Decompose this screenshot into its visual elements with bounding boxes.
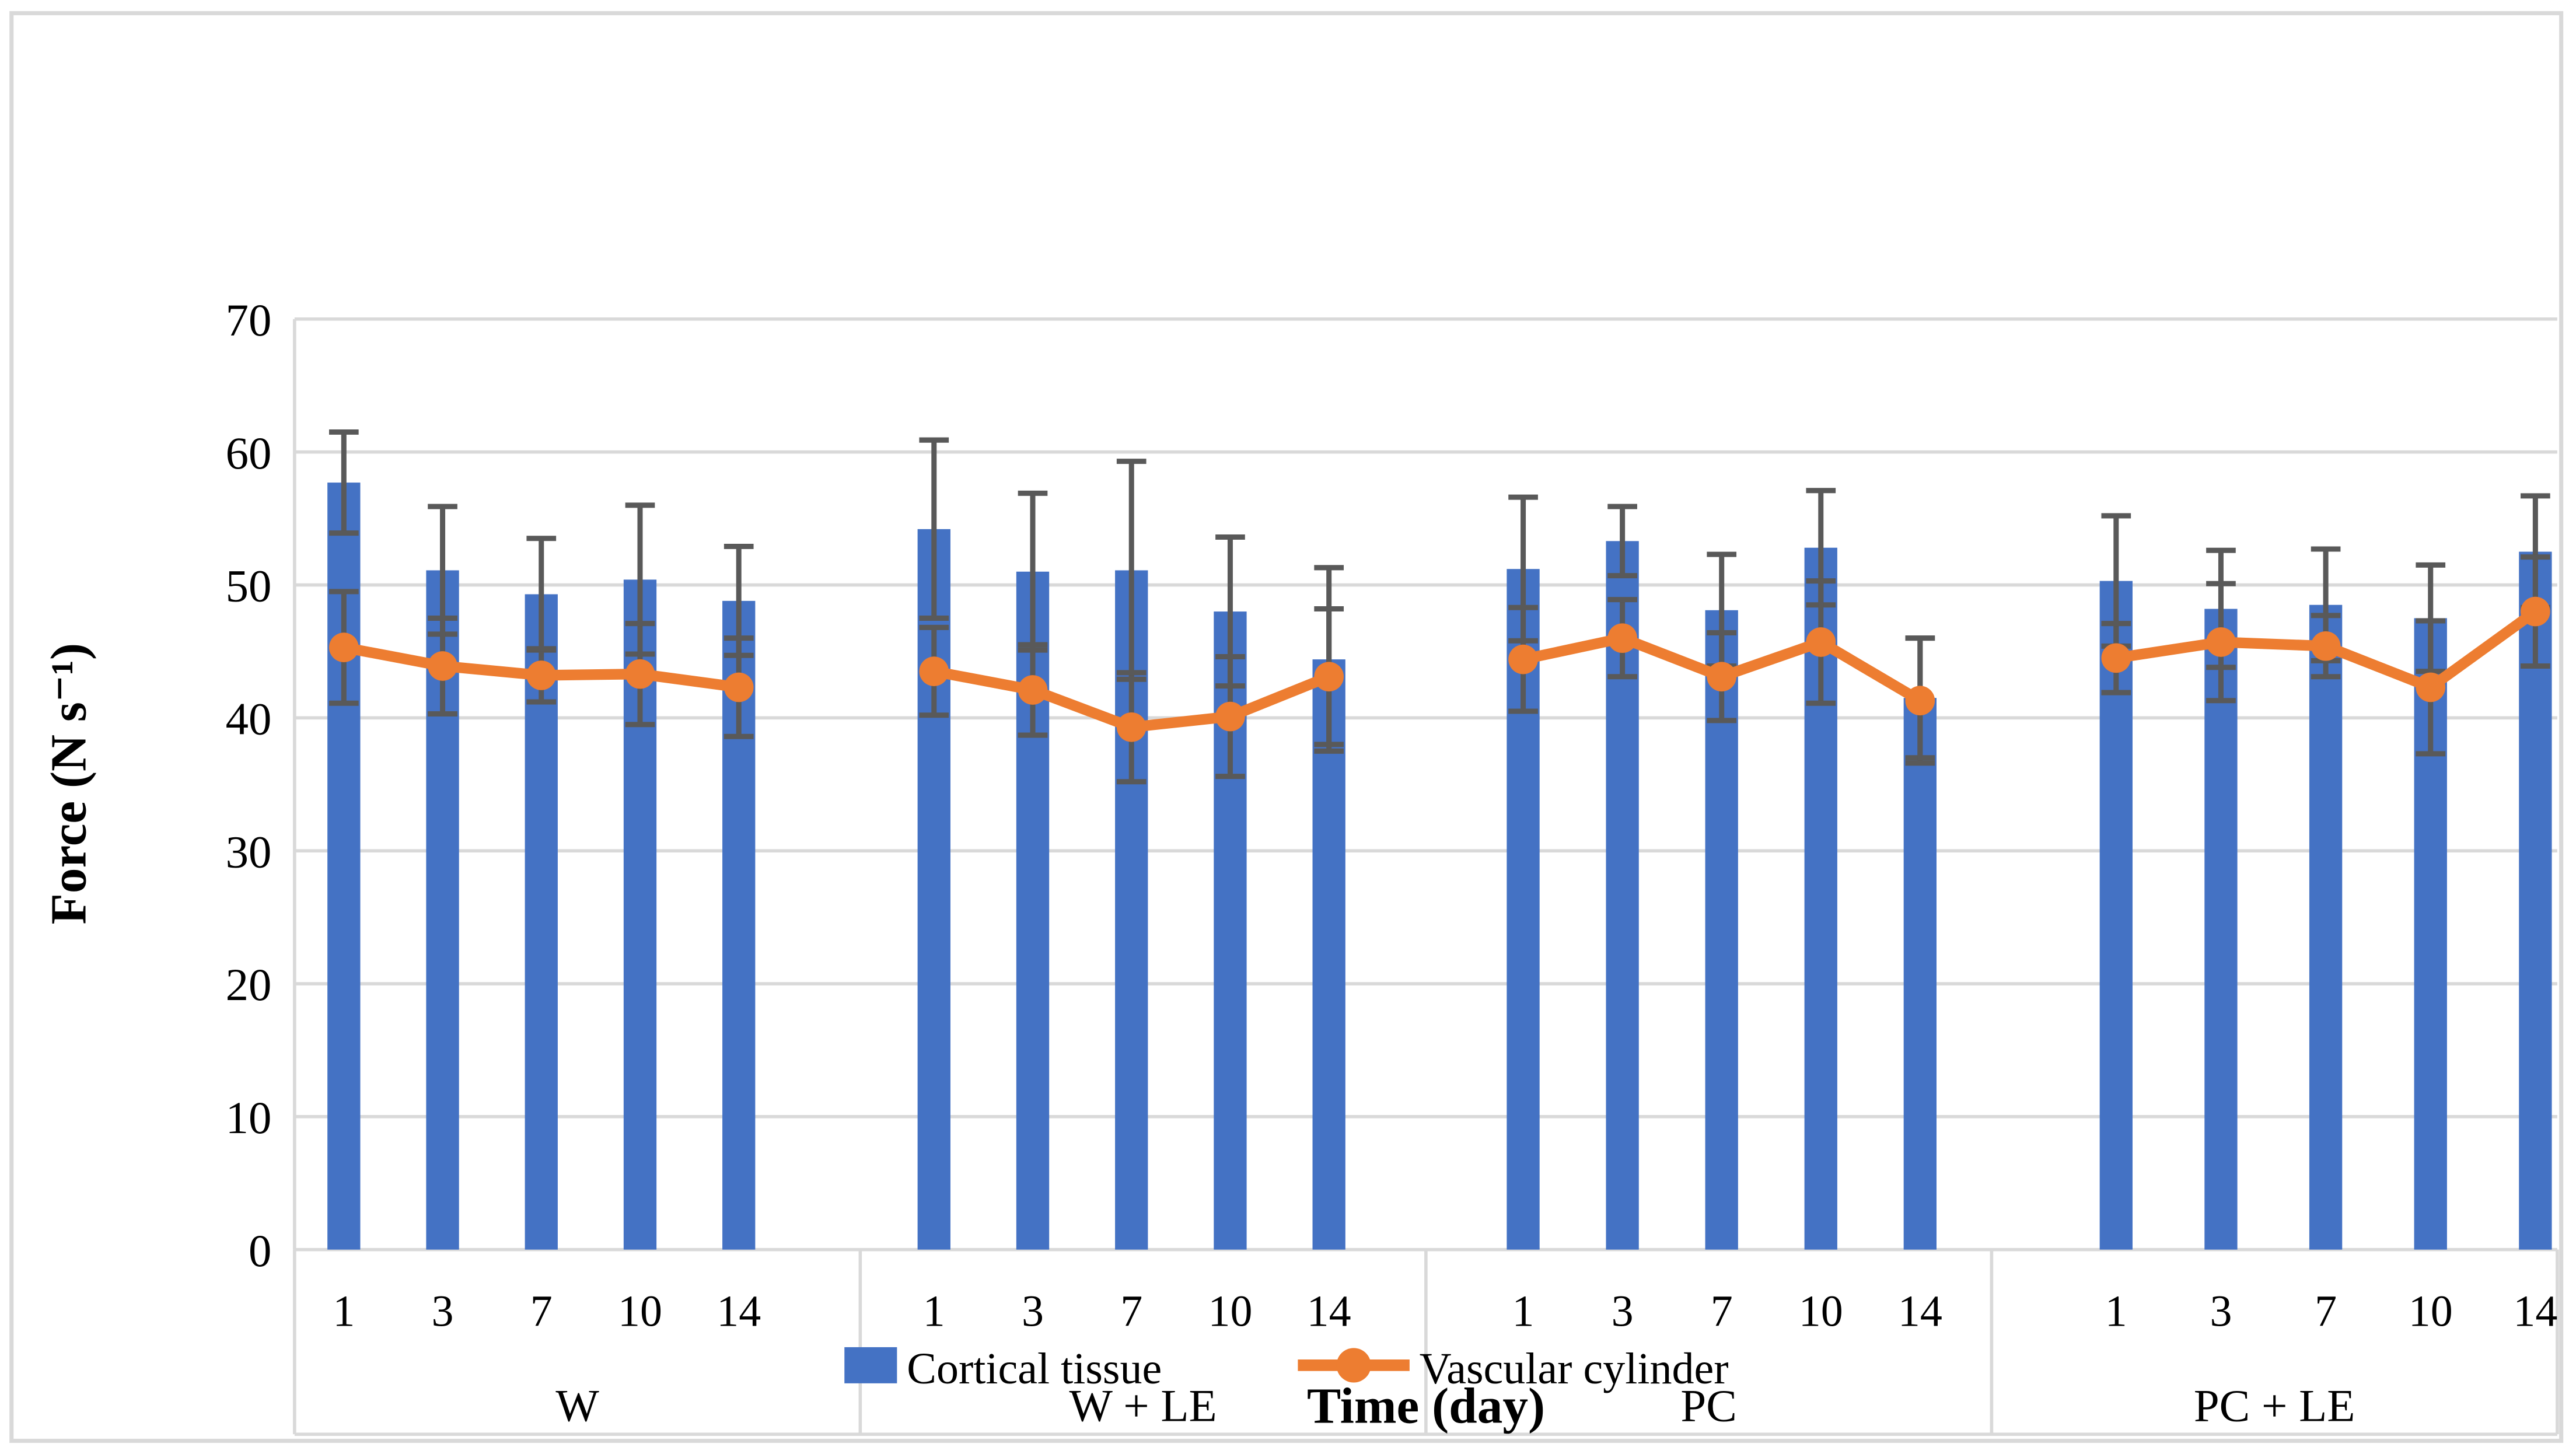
day-tick-label: 7	[2315, 1287, 2337, 1336]
y-tick-label: 40	[226, 694, 272, 745]
data-point-marker	[2416, 672, 2446, 702]
day-tick-label: 1	[333, 1287, 355, 1336]
figure-border	[9, 11, 2564, 1443]
data-point-marker	[1508, 644, 1538, 674]
day-tick-label: 3	[432, 1287, 454, 1336]
legend-marker-dot-icon	[1336, 1348, 1371, 1383]
group-label: W + LE	[1069, 1381, 1217, 1432]
legend-bar-swatch-icon	[844, 1347, 897, 1383]
y-tick-label: 10	[226, 1093, 272, 1144]
day-tick-label: 10	[2409, 1287, 2453, 1336]
bar	[1312, 659, 1345, 1250]
data-point-marker	[526, 660, 557, 690]
day-tick-label: 14	[1898, 1287, 1942, 1336]
data-point-marker	[1215, 701, 1245, 732]
day-tick-label: 1	[923, 1287, 945, 1336]
y-axis-title: Force (N s⁻¹)	[40, 643, 96, 925]
data-point-marker	[625, 659, 655, 689]
day-tick-label: 14	[2513, 1287, 2557, 1336]
day-tick-label: 3	[1612, 1287, 1634, 1336]
y-tick-label: 70	[226, 295, 272, 346]
data-point-marker	[1905, 686, 1935, 716]
y-tick-label: 60	[226, 428, 272, 479]
group-label: PC	[1680, 1381, 1736, 1432]
y-tick-label: 20	[226, 960, 272, 1011]
day-tick-label: 7	[1711, 1287, 1733, 1336]
data-point-marker	[1314, 662, 1344, 692]
data-point-marker	[1116, 712, 1147, 742]
day-tick-label: 7	[530, 1287, 553, 1336]
data-point-marker	[919, 656, 949, 686]
y-tick-label: 30	[226, 827, 272, 878]
y-tick-label: 0	[249, 1226, 271, 1277]
y-tick-label: 50	[226, 561, 272, 612]
legend-label-cortical: Cortical tissue	[907, 1344, 1162, 1393]
day-tick-label: 10	[1799, 1287, 1843, 1336]
day-tick-label: 3	[2210, 1287, 2232, 1336]
data-point-marker	[2101, 643, 2131, 673]
data-point-marker	[2521, 596, 2550, 627]
day-tick-label: 10	[618, 1287, 662, 1336]
data-point-marker	[328, 632, 359, 662]
data-point-marker	[1607, 623, 1637, 653]
group-label: PC + LE	[2194, 1381, 2355, 1432]
day-tick-label: 10	[1208, 1287, 1252, 1336]
legend-label-vascular: Vascular cylinder	[1420, 1344, 1729, 1393]
bar	[1903, 698, 1937, 1250]
bar	[2204, 609, 2238, 1250]
day-tick-label: 3	[1022, 1287, 1044, 1336]
bar	[2309, 604, 2343, 1250]
data-point-marker	[1707, 662, 1737, 692]
data-point-marker	[2206, 627, 2236, 657]
data-point-marker	[1018, 675, 1048, 705]
data-point-marker	[1806, 627, 1836, 657]
data-point-marker	[2311, 631, 2341, 661]
day-tick-label: 1	[1512, 1287, 1535, 1336]
day-tick-label: 1	[2105, 1287, 2127, 1336]
group-label: W	[555, 1381, 599, 1432]
day-tick-label: 14	[716, 1287, 761, 1336]
data-point-marker	[428, 651, 457, 681]
day-tick-label: 14	[1307, 1287, 1351, 1336]
day-tick-label: 7	[1120, 1287, 1142, 1336]
data-point-marker	[723, 672, 754, 702]
x-axis-title: Time (day)	[1307, 1377, 1545, 1434]
